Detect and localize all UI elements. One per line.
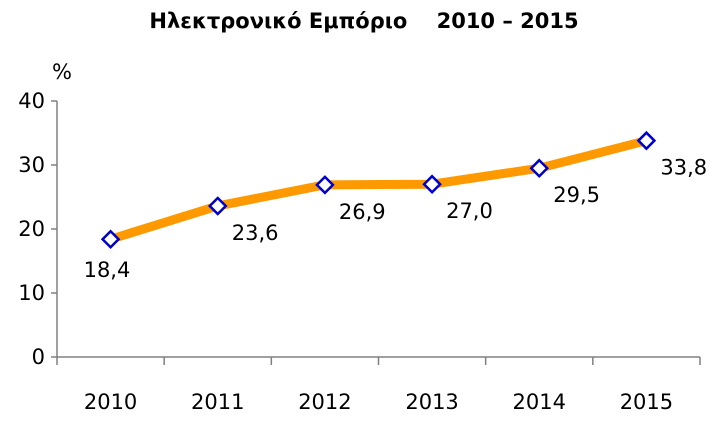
data-label-2015: 33,8 [660,156,707,180]
data-point-2013 [422,174,442,194]
y-tick-label-4: 40 [18,89,45,113]
y-tick-label-0: 0 [32,345,45,369]
chart-title: Ηλεκτρονικό Εμπόριο 2010 – 2015 [149,9,578,33]
data-point-2015 [636,130,657,151]
y-tick-label-2: 20 [18,217,45,241]
y-tick-label-3: 30 [18,153,45,177]
data-point-2012 [315,175,335,195]
x-tick-label-2014: 2014 [513,390,566,414]
x-tick-label-2013: 2013 [405,390,458,414]
data-label-2010: 18,4 [84,258,131,282]
x-tick-label-2015: 2015 [620,390,673,414]
data-label-2012: 26,9 [339,200,386,224]
data-label-2011: 23,6 [232,221,279,245]
data-point-2010 [100,229,121,250]
x-axis-ticks: 2010 2011 2012 2013 2014 2015 [56,357,701,414]
data-point-2011 [207,196,228,216]
data-label-2013: 27,0 [446,199,493,223]
x-tick-label-2012: 2012 [298,390,351,414]
x-tick-label-2011: 2011 [191,390,244,414]
y-unit-label: % [52,60,72,84]
data-labels: 18,4 23,6 26,9 27,0 29,5 33,8 [84,156,708,283]
data-label-2014: 29,5 [553,183,600,207]
data-point-2014 [529,158,550,178]
x-tick-label-2010: 2010 [84,390,137,414]
y-axis-ticks: 0 10 20 30 40 [18,89,57,369]
y-tick-label-1: 10 [18,281,45,305]
series-line [106,136,651,244]
data-markers [100,130,657,250]
